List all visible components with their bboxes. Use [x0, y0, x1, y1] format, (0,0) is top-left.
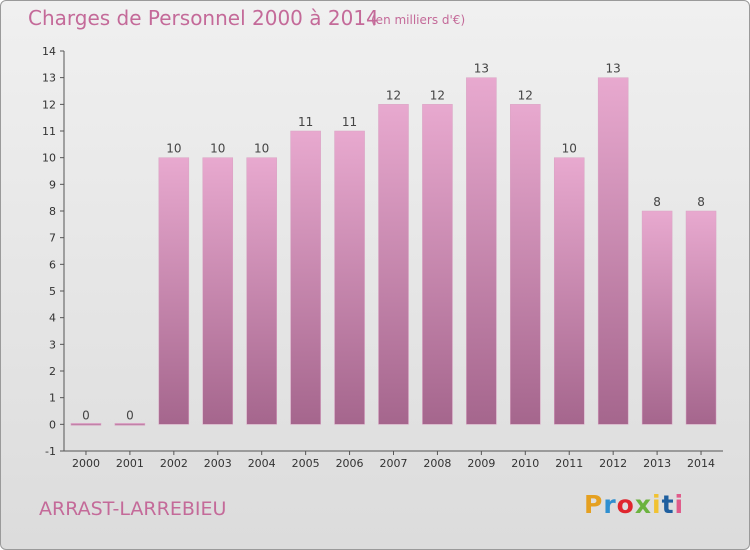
data-label-2007: 12 [386, 88, 401, 102]
logo-letter: i [674, 490, 685, 519]
x-tick-label: 2001 [116, 457, 144, 470]
bar-2004 [246, 157, 277, 425]
x-tick-label: 2012 [599, 457, 627, 470]
commune-name: ARRAST-LARREBIEU [39, 498, 227, 520]
x-tick-label: 2010 [511, 457, 539, 470]
x-tick-label: 2014 [687, 457, 715, 470]
y-tick-label: 5 [49, 285, 56, 298]
data-label-2010: 12 [518, 88, 533, 102]
data-label-2008: 12 [430, 88, 445, 102]
x-tick-label: 2005 [292, 457, 320, 470]
y-tick-label: 10 [42, 152, 56, 165]
bar-2014 [685, 210, 717, 425]
y-tick-label: 12 [42, 98, 56, 111]
bars [70, 77, 717, 426]
bar-2013 [641, 210, 673, 425]
chart-title: Charges de Personnel 2000 à 2014 [28, 6, 379, 30]
data-label-2014: 8 [697, 195, 705, 209]
y-tick-label: -1 [45, 445, 56, 458]
data-labels: 0 0 10 10 10 11 11 12 12 13 12 10 13 8 8 [82, 62, 705, 423]
y-tick-label: 14 [42, 45, 56, 58]
y-tick-label: 0 [49, 418, 56, 431]
logo-letter: P [584, 490, 604, 519]
y-tick-label: 2 [49, 365, 56, 378]
x-tick-label: 2000 [72, 457, 100, 470]
y-tick-label: 13 [42, 72, 56, 85]
bar-2006 [334, 130, 365, 425]
x-tick-label: 2008 [423, 457, 451, 470]
data-label-2013: 8 [653, 195, 661, 209]
x-tick-label: 2006 [336, 457, 364, 470]
y-tick-label: 11 [42, 125, 56, 138]
bar-2009 [466, 77, 497, 425]
x-tick-label: 2007 [380, 457, 408, 470]
x-tick-label: 2002 [160, 457, 188, 470]
bar-2011 [553, 157, 585, 425]
bar-2002 [158, 157, 190, 425]
y-tick-label: 9 [49, 178, 56, 191]
bar-2008 [422, 104, 453, 425]
y-tick-label: 8 [49, 205, 56, 218]
bar-2003 [202, 157, 234, 425]
bar-2007 [378, 104, 409, 425]
bar-2005 [290, 130, 321, 425]
data-label-2003: 10 [210, 142, 225, 156]
data-label-2002: 10 [166, 142, 181, 156]
data-label-2005: 11 [298, 115, 313, 129]
y-tick-label: 1 [49, 392, 56, 405]
x-tick-label: 2004 [248, 457, 276, 470]
bar-2000 [70, 423, 102, 426]
data-label-2004: 10 [254, 142, 269, 156]
y-tick-label: 6 [49, 258, 56, 271]
logo-letter: x [634, 490, 652, 519]
y-tick-label: 7 [49, 232, 56, 245]
data-label-2000: 0 [82, 408, 90, 422]
x-tick-label: 2011 [555, 457, 583, 470]
y-tick-label: 4 [49, 312, 56, 325]
y-tick-label: 3 [49, 338, 56, 351]
bar-2001 [114, 423, 146, 426]
logo-letter: o [616, 490, 635, 519]
bar-2012 [597, 77, 629, 425]
logo-letter: i [652, 490, 662, 519]
bar-2010 [510, 104, 541, 425]
data-label-2006: 11 [342, 115, 357, 129]
x-tick-label: 2013 [643, 457, 671, 470]
data-label-2001: 0 [126, 408, 134, 422]
proxiti-logo[interactable]: Proxiti [584, 490, 684, 519]
logo-letter: t [661, 490, 675, 519]
x-tick-label: 2003 [204, 457, 232, 470]
x-tick-label: 2009 [467, 457, 495, 470]
data-label-2011: 10 [562, 142, 577, 156]
data-label-2009: 13 [474, 62, 489, 76]
chart-subtitle: (en milliers d'€) [371, 13, 466, 27]
data-label-2012: 13 [606, 62, 621, 76]
logo-letter: r [603, 490, 617, 519]
